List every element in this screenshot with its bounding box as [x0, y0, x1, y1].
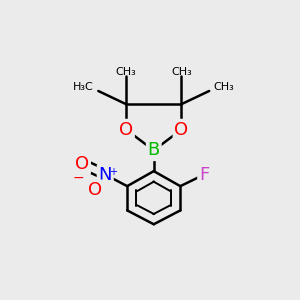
Text: O: O	[88, 181, 103, 199]
Text: CH₃: CH₃	[214, 82, 235, 92]
Text: N: N	[98, 166, 112, 184]
Text: O: O	[174, 121, 188, 139]
Text: O: O	[75, 155, 89, 173]
Text: O: O	[119, 121, 133, 139]
Text: −: −	[72, 170, 84, 184]
Text: CH₃: CH₃	[171, 68, 192, 77]
Text: H₃C: H₃C	[73, 82, 94, 92]
Text: CH₃: CH₃	[116, 68, 136, 77]
Text: F: F	[199, 166, 209, 184]
Text: +: +	[109, 167, 117, 177]
Text: B: B	[148, 141, 160, 159]
